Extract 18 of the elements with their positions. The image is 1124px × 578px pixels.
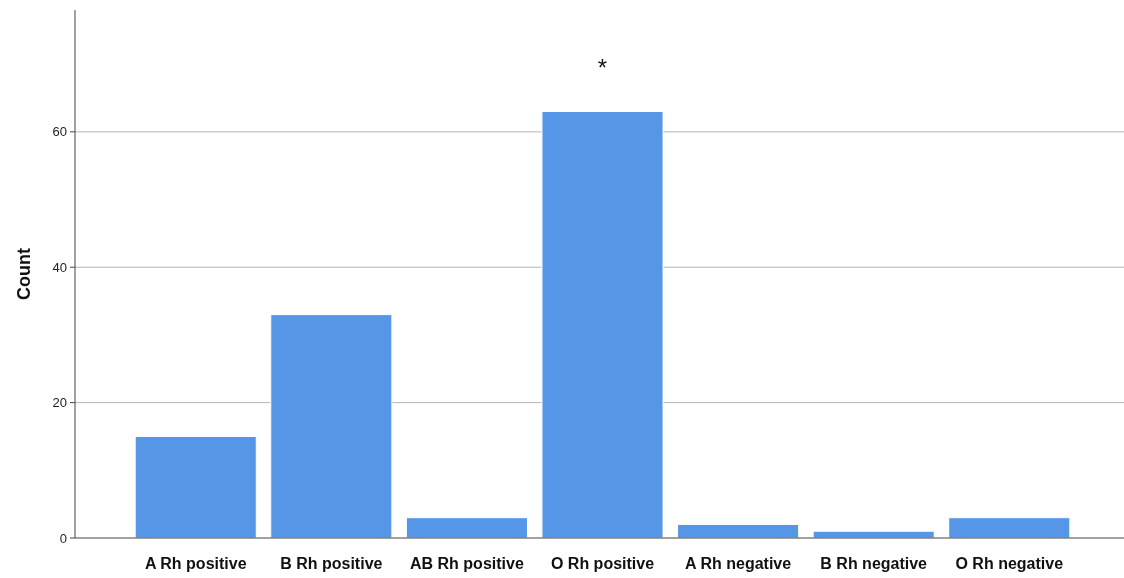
x-tick-label: O Rh negative [955, 555, 1064, 572]
y-tick-label: 60 [52, 124, 67, 140]
x-tick-label: AB Rh positive [410, 555, 524, 572]
annotation: * [597, 53, 608, 81]
y-tick-label: 40 [52, 259, 67, 275]
x-tick-label: A Rh positive [144, 555, 247, 572]
x-tick-label: A Rh negative [685, 555, 792, 572]
y-axis-title: Count [14, 248, 34, 300]
bar [405, 517, 528, 539]
bar [270, 314, 393, 539]
y-tick-label: 20 [52, 395, 67, 411]
bar [948, 517, 1071, 539]
x-tick-label: B Rh negative [820, 555, 928, 572]
bar [134, 435, 257, 539]
x-tick-label: O Rh positive [550, 555, 655, 572]
x-tick-label: B Rh positive [280, 555, 383, 572]
bar [541, 111, 664, 539]
y-tick-label: 0 [59, 530, 67, 546]
